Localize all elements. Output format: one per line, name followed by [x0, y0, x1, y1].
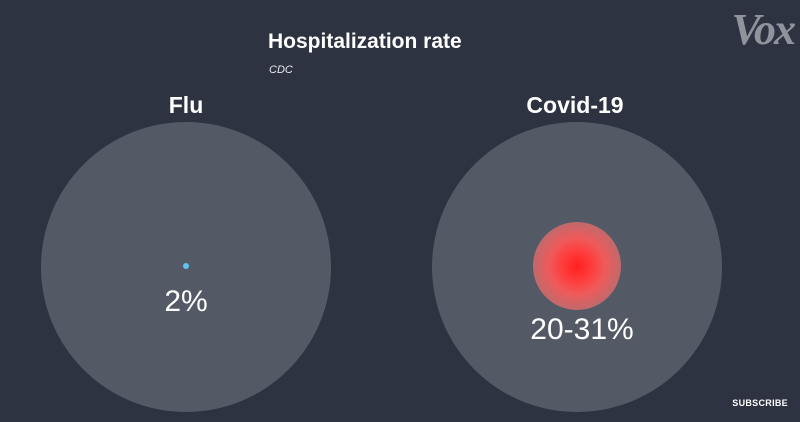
subscribe-button[interactable]: SUBSCRIBE	[732, 398, 788, 408]
covid-rate-value: 20-31%	[530, 313, 634, 346]
covid-label: Covid-19	[526, 92, 624, 118]
flu-rate-dot	[183, 263, 189, 269]
covid-rate-glow	[533, 222, 621, 310]
chart-title: Hospitalization rate	[268, 30, 462, 53]
flu-label: Flu	[168, 92, 204, 118]
chart-subtitle: CDC	[269, 64, 293, 76]
vox-logo: Vox	[731, 5, 797, 54]
flu-rate-value: 2%	[164, 285, 208, 318]
